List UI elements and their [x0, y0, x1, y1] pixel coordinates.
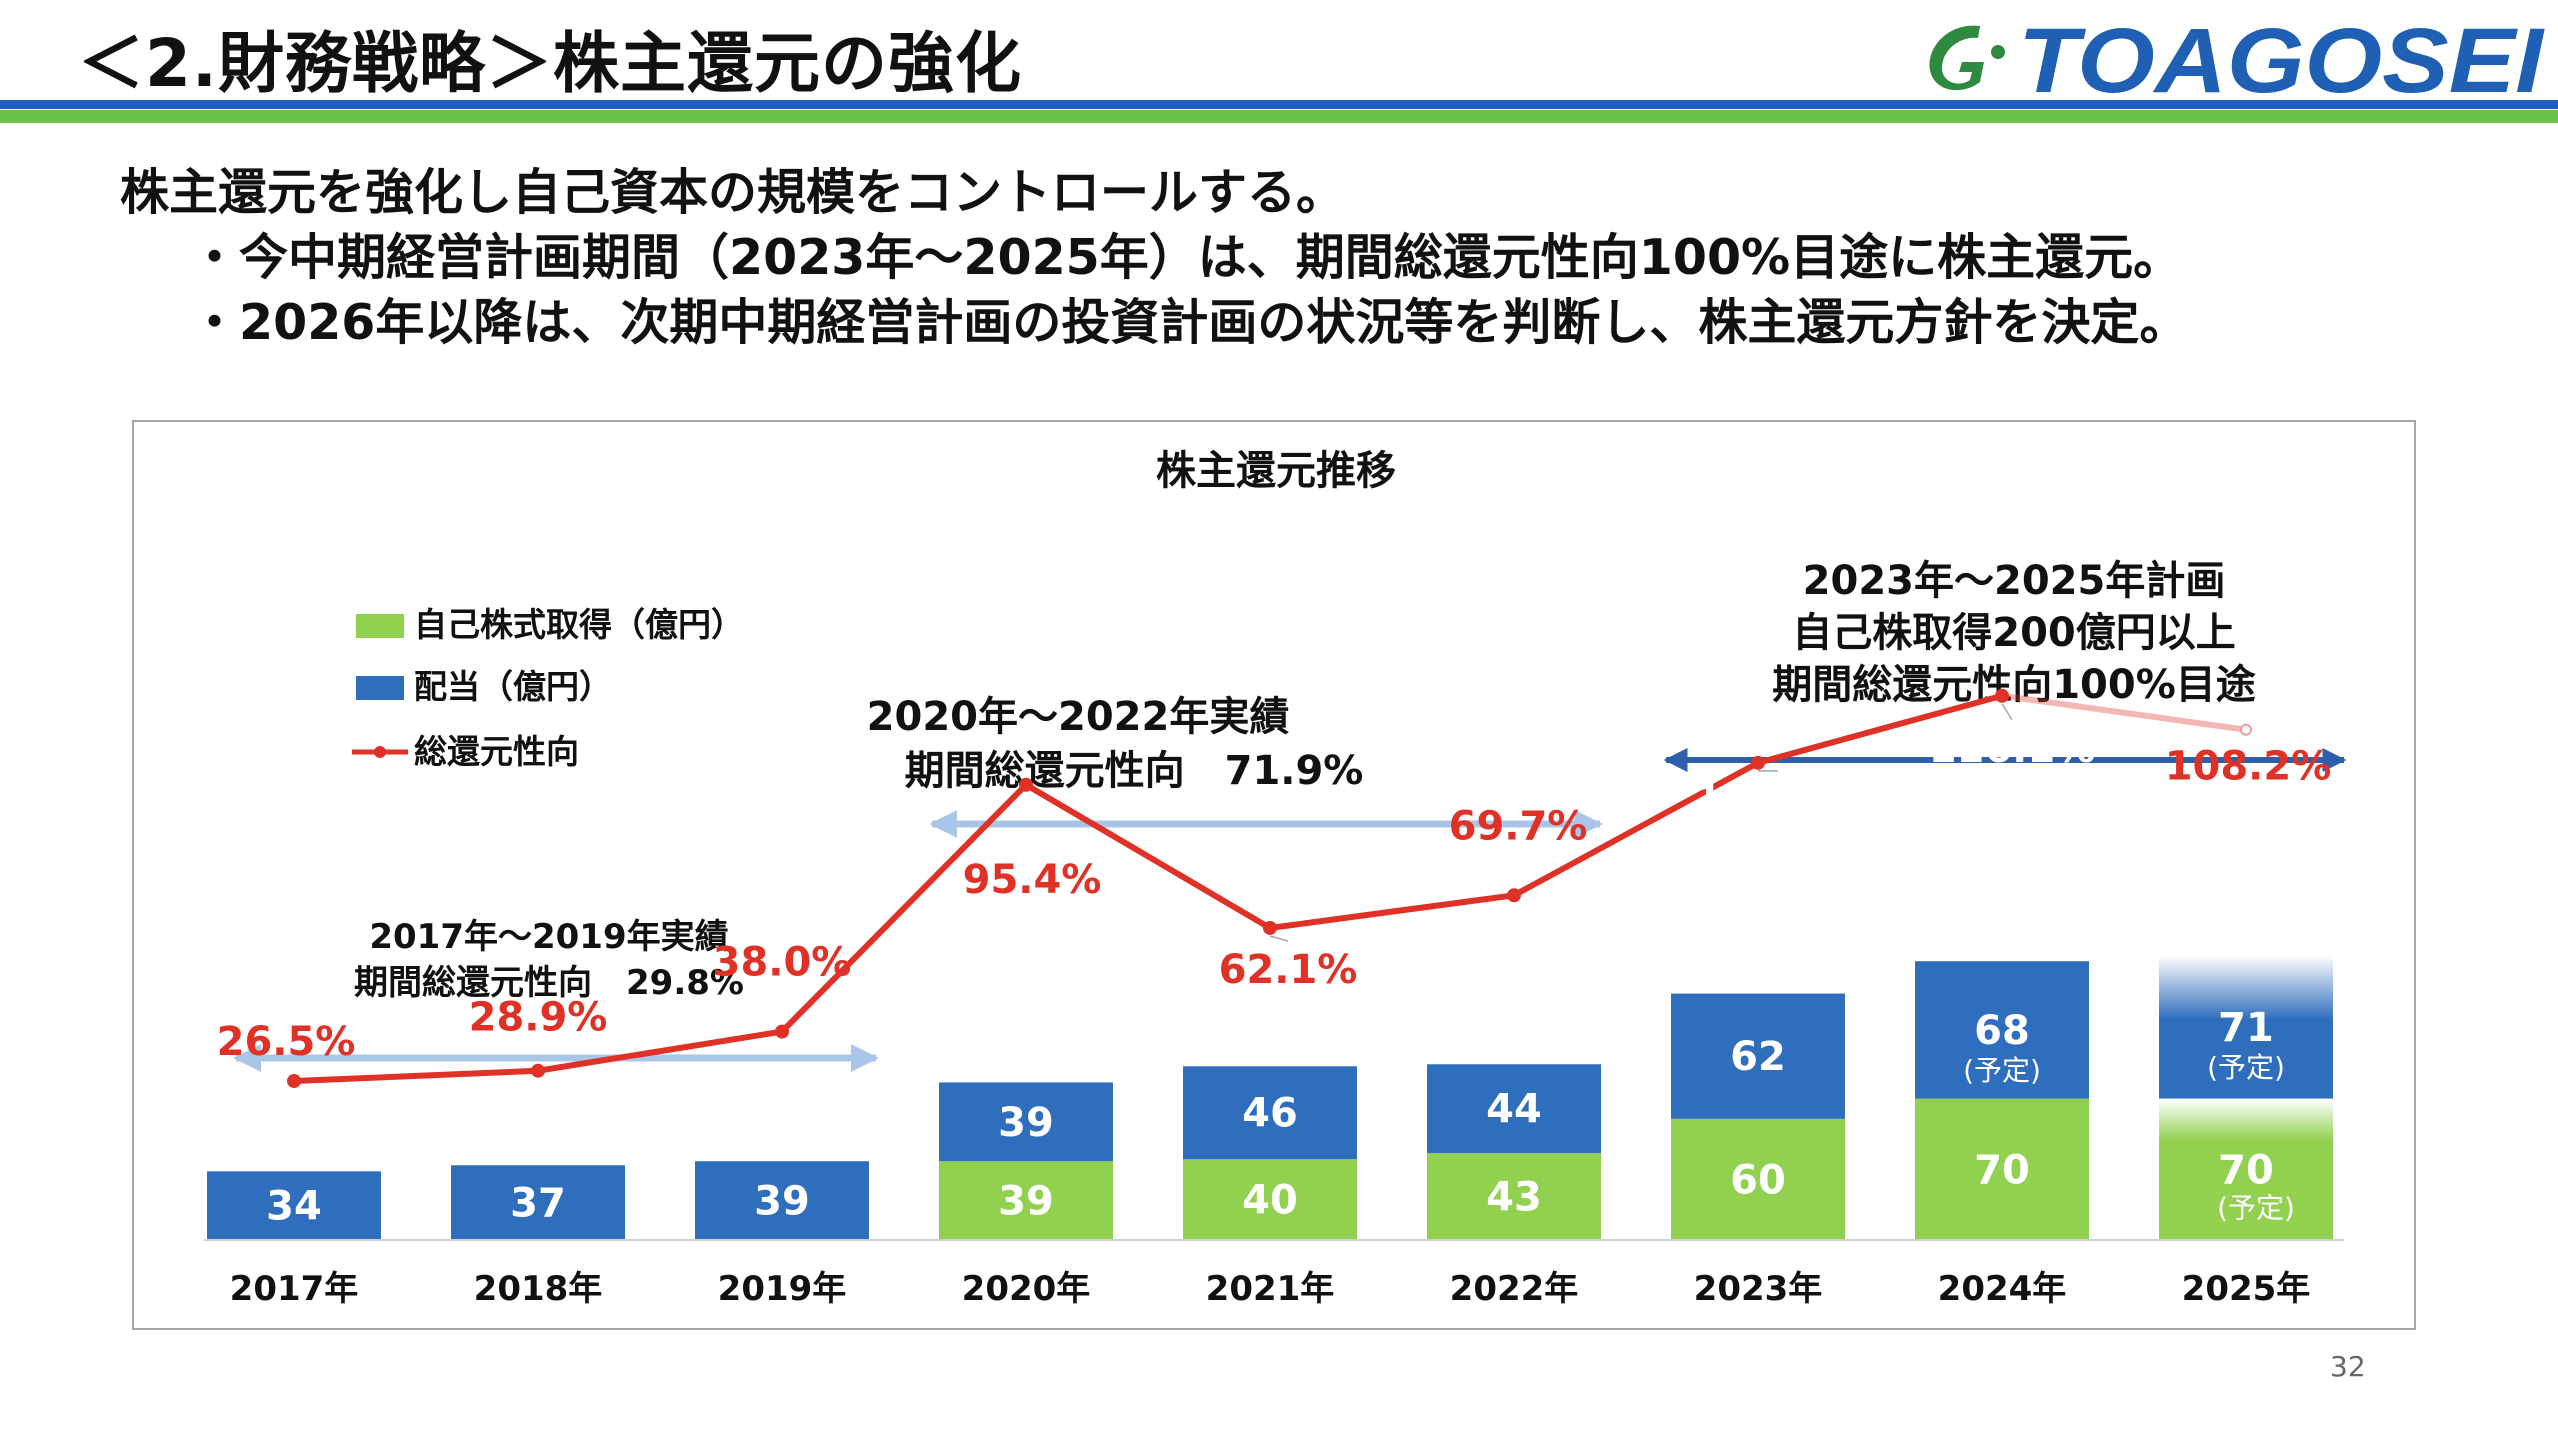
label-dividend-2024年: 68: [1974, 1008, 2030, 1054]
period3-line2: 自己株取得200億円以上: [1792, 610, 2236, 656]
label-buyback-2023年: 60: [1730, 1157, 1786, 1203]
bars-layer: [207, 955, 2333, 1240]
ratio-label-2021年: 62.1%: [1219, 947, 1358, 993]
ratio-label-2024年: 116.1%: [1929, 726, 2096, 772]
x-tick-2019年: 2019年: [718, 1269, 847, 1309]
ratio-point-2019年: [775, 1024, 789, 1039]
shareholder-return-chart: 株主還元推移 自己株式取得（億円） 配当（億円） 総還元性向 2017年～201…: [204, 448, 2347, 1309]
chart-frame: 株主還元推移 自己株式取得（億円） 配当（億円） 総還元性向 2017年～201…: [132, 420, 2416, 1330]
legend-label-dividend: 配当（億円）: [414, 667, 612, 706]
label-dividend-2019年: 39: [754, 1179, 810, 1225]
label-buyback-2024年: 70: [1974, 1147, 2030, 1193]
label-buyback-2025年: 70: [2218, 1147, 2274, 1193]
period2-line1: 2020年～2022年実績: [867, 694, 1290, 740]
summary-bullets: 株主還元を強化し自己資本の規模をコントロールする。 ・今中期経営計画期間（202…: [120, 160, 2188, 355]
legend-swatch-dividend: [356, 676, 404, 700]
ratio-label-2017年: 26.5%: [217, 1019, 356, 1065]
x-tick-2021年: 2021年: [1206, 1269, 1335, 1309]
period1-line2: 期間総還元性向 29.8%: [354, 963, 744, 1003]
logo-wordmark: TOAGOSEI: [2018, 10, 2546, 103]
x-tick-2020年: 2020年: [962, 1269, 1091, 1309]
x-tick-2018年: 2018年: [474, 1269, 603, 1309]
bar-buyback-2025年: [2159, 1098, 2333, 1240]
ratio-point-2022年: [1507, 888, 1521, 903]
ratio-point-2023年: [1751, 755, 1765, 770]
bullet-main: 株主還元を強化し自己資本の規模をコントロールする。: [120, 164, 1346, 221]
ratio-label-2019年: 38.0%: [713, 940, 852, 986]
x-tick-2023年: 2023年: [1694, 1269, 1823, 1309]
ratio-label-2023年: 100.5%: [1695, 777, 1862, 823]
ratio-label-2020年: 95.4%: [963, 857, 1102, 903]
bar-dividend-2018年: [451, 1165, 625, 1240]
ratio-line-planned: [2001, 692, 2247, 733]
label-dividend-2020年: 39: [998, 1100, 1054, 1146]
ratio-leader-2024年: [2001, 703, 2013, 721]
planned-note-dividend-2025: (予定): [2207, 1051, 2285, 1084]
bar-dividend-2024年: [1915, 961, 2089, 1099]
ratio-point-2025年: [2240, 723, 2252, 736]
toagosei-logo: TOAGOSEI: [1929, 10, 2546, 103]
bar-buyback-2020年: [939, 1161, 1113, 1240]
x-tick-2022年: 2022年: [1450, 1269, 1579, 1309]
page-number: 32: [2330, 1350, 2366, 1383]
bar-buyback-2021年: [1183, 1159, 1357, 1240]
period-annotation-2023-2025: 2023年～2025年計画 自己株取得200億円以上 期間総還元性向100%目途: [1663, 558, 2347, 772]
label-buyback-2021年: 40: [1242, 1178, 1298, 1224]
period-annotation-2017-2019: 2017年～2019年実績 期間総還元性向 29.8%: [233, 917, 879, 1072]
period3-line3: 期間総還元性向100%目途: [1772, 662, 2256, 708]
ratio-leader-2021年: [1269, 935, 1289, 942]
header-divider: [0, 100, 2558, 123]
ratio-label-2022年: 69.7%: [1449, 803, 1588, 849]
bar-buyback-2022年: [1427, 1153, 1601, 1240]
planned-note-dividend-2024: (予定): [1963, 1054, 2041, 1087]
label-dividend-2025年: 71: [2218, 1005, 2274, 1051]
legend-swatch-ratio-marker: [374, 746, 386, 758]
bullet-current-plan: ・今中期経営計画期間（2023年～2025年）は、期間総還元性向100%目途に株…: [190, 229, 2183, 286]
label-buyback-2022年: 43: [1486, 1175, 1542, 1221]
period2-line2: 期間総還元性向 71.9%: [905, 748, 1364, 794]
ratio-point-2020年: [1019, 777, 1033, 792]
labels-layer: 34 2017年 37 2018年 39 2019年 39 39 2020年 40 46 2021年 4…: [217, 726, 2332, 1309]
ratio-line-actual: [293, 692, 2003, 1085]
period-annotation-2020-2022: 2020年～2022年実績 期間総還元性向 71.9%: [867, 694, 1603, 838]
bar-dividend-2020年: [939, 1082, 1113, 1162]
legend-label-ratio: 総還元性向: [414, 732, 579, 771]
x-tick-2024年: 2024年: [1938, 1269, 2067, 1309]
bar-dividend-2025年: [2159, 955, 2333, 1099]
slide-title: ＜2.財務戦略＞株主還元の強化: [78, 25, 1022, 102]
bar-buyback-2024年: [1915, 1098, 2089, 1240]
legend-swatch-buyback: [356, 614, 404, 638]
chart-title: 株主還元推移: [1156, 448, 1396, 494]
label-dividend-2017年: 34: [266, 1184, 322, 1230]
ratio-line-layer: [287, 688, 2252, 1089]
planned-note-buyback-2025: (予定): [2217, 1191, 2295, 1224]
ratio-point-2024年: [1995, 688, 2009, 703]
label-dividend-2023年: 62: [1730, 1034, 1786, 1080]
x-tick-2017年: 2017年: [230, 1269, 359, 1309]
ratio-point-2021年: [1263, 920, 1277, 935]
bar-dividend-2021年: [1183, 1066, 1357, 1160]
bar-dividend-2023年: [1671, 993, 1845, 1119]
x-tick-2025年: 2025年: [2182, 1269, 2311, 1309]
chart-legend: 自己株式取得（億円） 配当（億円） 総還元性向: [352, 605, 744, 771]
bar-buyback-2023年: [1671, 1118, 1845, 1240]
period1-line1: 2017年～2019年実績: [369, 917, 728, 957]
bar-dividend-2022年: [1427, 1064, 1601, 1154]
label-dividend-2022年: 44: [1486, 1087, 1542, 1133]
label-dividend-2021年: 46: [1242, 1091, 1298, 1137]
ratio-point-2017年: [287, 1074, 301, 1089]
ratio-label-2025年: 108.2%: [2165, 744, 2332, 790]
ratio-point-2018年: [531, 1063, 545, 1078]
bar-dividend-2019年: [695, 1161, 869, 1240]
period3-line1: 2023年～2025年計画: [1803, 558, 2226, 604]
bar-dividend-2017年: [207, 1171, 381, 1240]
label-dividend-2018年: 37: [510, 1181, 566, 1227]
legend-label-buyback: 自己株式取得（億円）: [414, 605, 744, 644]
label-buyback-2020年: 39: [998, 1179, 1054, 1225]
ratio-label-2018年: 28.9%: [469, 995, 608, 1041]
bullet-future-policy: ・2026年以降は、次期中期経営計画の投資計画の状況等を判断し、株主還元方針を決…: [190, 294, 2189, 351]
logo-mark-icon: [1929, 25, 2005, 91]
